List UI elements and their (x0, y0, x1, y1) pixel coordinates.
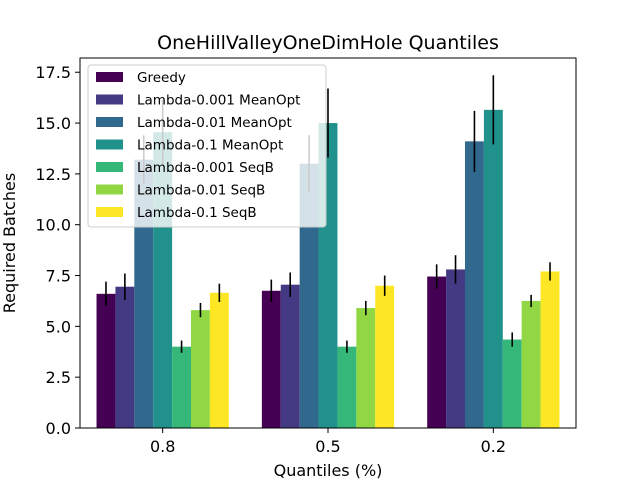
y-tick-label: 7.5 (46, 267, 71, 286)
bar-lambda-0-01-seqb-0-2 (521, 300, 541, 428)
chart-title: OneHillValleyOneDimHole Quantiles (157, 32, 499, 54)
legend-label: Lambda-0.1 MeanOpt (137, 138, 283, 154)
legend-label: Lambda-0.001 SeqB (137, 160, 274, 176)
bar-lambda-0-001-seqb-0-5 (337, 346, 357, 428)
bar-lambda-0-1-seqb-0-8 (209, 292, 229, 428)
y-tick-label: 5.0 (46, 317, 71, 336)
legend-label: Lambda-0.01 SeqB (137, 183, 265, 199)
y-tick-label: 17.5 (35, 63, 71, 82)
x-tick-label: 0.8 (150, 437, 175, 456)
legend-swatch (96, 184, 123, 195)
bar-lambda-0-1-seqb-0-5 (375, 285, 395, 428)
bar-lambda-0-001-seqb-0-2 (502, 339, 522, 428)
bar-greedy-0-5 (261, 290, 281, 428)
y-axis-label: Required Batches (0, 173, 19, 313)
bar-lambda-0-001-meanopt-0-5 (280, 284, 300, 428)
legend-swatch (96, 162, 123, 172)
bar-lambda-0-1-seqb-0-2 (540, 271, 560, 428)
y-tick-label: 12.5 (35, 165, 71, 184)
x-axis-ticks: 0.8 0.5 0.2 (150, 428, 506, 456)
bar-lambda-0-01-meanopt-0-5 (299, 163, 319, 428)
x-tick-label: 0.2 (481, 437, 506, 456)
bar-greedy-0-2 (427, 276, 447, 428)
legend-swatch (96, 139, 123, 150)
bar-lambda-0-01-meanopt-0-2 (464, 141, 484, 428)
bar-lambda-0-1-meanopt-0-2 (483, 109, 503, 428)
x-axis-label: Quantiles (%) (274, 461, 383, 480)
legend-label: Greedy (137, 70, 186, 86)
x-tick-label: 0.5 (315, 437, 340, 456)
legend-label: Lambda-0.1 SeqB (137, 205, 257, 221)
y-tick-label: 15.0 (35, 114, 71, 133)
y-tick-label: 10.0 (35, 216, 71, 235)
legend-box (87, 64, 327, 228)
legend-swatch (96, 207, 123, 217)
bar-lambda-0-001-meanopt-0-8 (115, 286, 135, 428)
bar-lambda-0-001-meanopt-0-2 (446, 269, 465, 428)
bar-lambda-0-01-seqb-0-8 (191, 310, 210, 428)
bar-greedy-0-8 (96, 293, 116, 428)
y-tick-label: 2.5 (46, 368, 71, 387)
y-tick-label: 0.0 (46, 419, 71, 438)
y-axis-ticks: 0.0 2.5 5.0 7.5 10.0 12.5 15.0 17.5 (35, 63, 80, 438)
bar-lambda-0-01-seqb-0-5 (356, 308, 376, 428)
legend-label: Lambda-0.01 MeanOpt (137, 115, 292, 131)
legend-label: Lambda-0.001 MeanOpt (137, 93, 300, 109)
bar-lambda-0-001-seqb-0-8 (172, 346, 192, 428)
legend-swatch (96, 72, 123, 82)
legend-swatch (96, 94, 123, 105)
legend: Greedy Lambda-0.001 MeanOpt Lambda-0.01 Me… (87, 64, 327, 228)
legend-swatch (96, 117, 123, 127)
legend-items: Greedy Lambda-0.001 MeanOpt Lambda-0.01 Me… (96, 70, 300, 221)
